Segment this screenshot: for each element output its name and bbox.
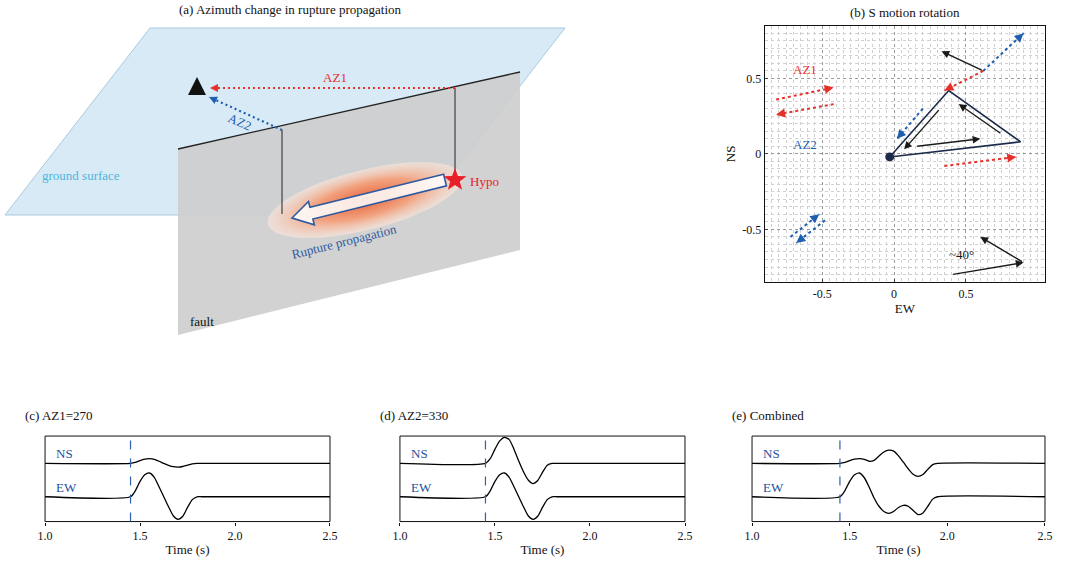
svg-text:1.0: 1.0 (392, 529, 407, 543)
svg-text:2.5: 2.5 (322, 529, 337, 543)
svg-text:2.5: 2.5 (678, 529, 693, 543)
svg-text:AZ1: AZ1 (793, 62, 817, 77)
svg-text:Rupture propagation: Rupture propagation (290, 221, 398, 262)
svg-text:Time (s): Time (s) (877, 542, 921, 557)
svg-text:1.0: 1.0 (38, 529, 53, 543)
svg-text:EW: EW (56, 480, 77, 495)
svg-text:2.0: 2.0 (582, 529, 597, 543)
svg-text:NS: NS (723, 146, 738, 163)
svg-text:EW: EW (411, 480, 432, 495)
svg-text:1.0: 1.0 (745, 529, 760, 543)
svg-text:Time (s): Time (s) (166, 542, 210, 557)
svg-text:AZ2: AZ2 (226, 110, 254, 133)
svg-text:-0.5: -0.5 (813, 287, 832, 301)
svg-text:1.5: 1.5 (133, 529, 148, 543)
svg-text:(a) Azimuth change in rupture: (a) Azimuth change in rupture propagatio… (179, 2, 402, 17)
svg-text:(c) AZ1=270: (c) AZ1=270 (25, 408, 93, 423)
svg-text:0.5: 0.5 (746, 72, 761, 86)
svg-text:NS: NS (56, 446, 73, 461)
svg-text:1.5: 1.5 (842, 529, 857, 543)
svg-text:~40°: ~40° (949, 247, 974, 262)
svg-text:(e) Combined: (e) Combined (732, 408, 804, 423)
svg-text:0: 0 (891, 287, 897, 301)
svg-text:Hypo: Hypo (470, 174, 499, 189)
svg-text:2.0: 2.0 (940, 529, 955, 543)
svg-text:-0.5: -0.5 (742, 223, 761, 237)
svg-text:0: 0 (755, 147, 761, 161)
svg-text:AZ2: AZ2 (793, 137, 817, 152)
svg-text:AZ1: AZ1 (323, 70, 347, 85)
svg-text:2.5: 2.5 (1037, 529, 1052, 543)
svg-text:0.5: 0.5 (958, 287, 973, 301)
svg-text:NS: NS (763, 446, 780, 461)
svg-text:ground surface: ground surface (42, 168, 120, 183)
svg-text:(d) AZ2=330: (d) AZ2=330 (380, 408, 448, 423)
svg-text:1.5: 1.5 (487, 529, 502, 543)
svg-text:(b) S motion rotation: (b) S motion rotation (850, 5, 960, 20)
svg-text:NS: NS (411, 446, 428, 461)
svg-text:2.0: 2.0 (228, 529, 243, 543)
svg-text:fault: fault (190, 314, 214, 329)
svg-text:EW: EW (895, 301, 916, 316)
svg-text:Time (s): Time (s) (520, 542, 564, 557)
svg-text:EW: EW (763, 480, 784, 495)
